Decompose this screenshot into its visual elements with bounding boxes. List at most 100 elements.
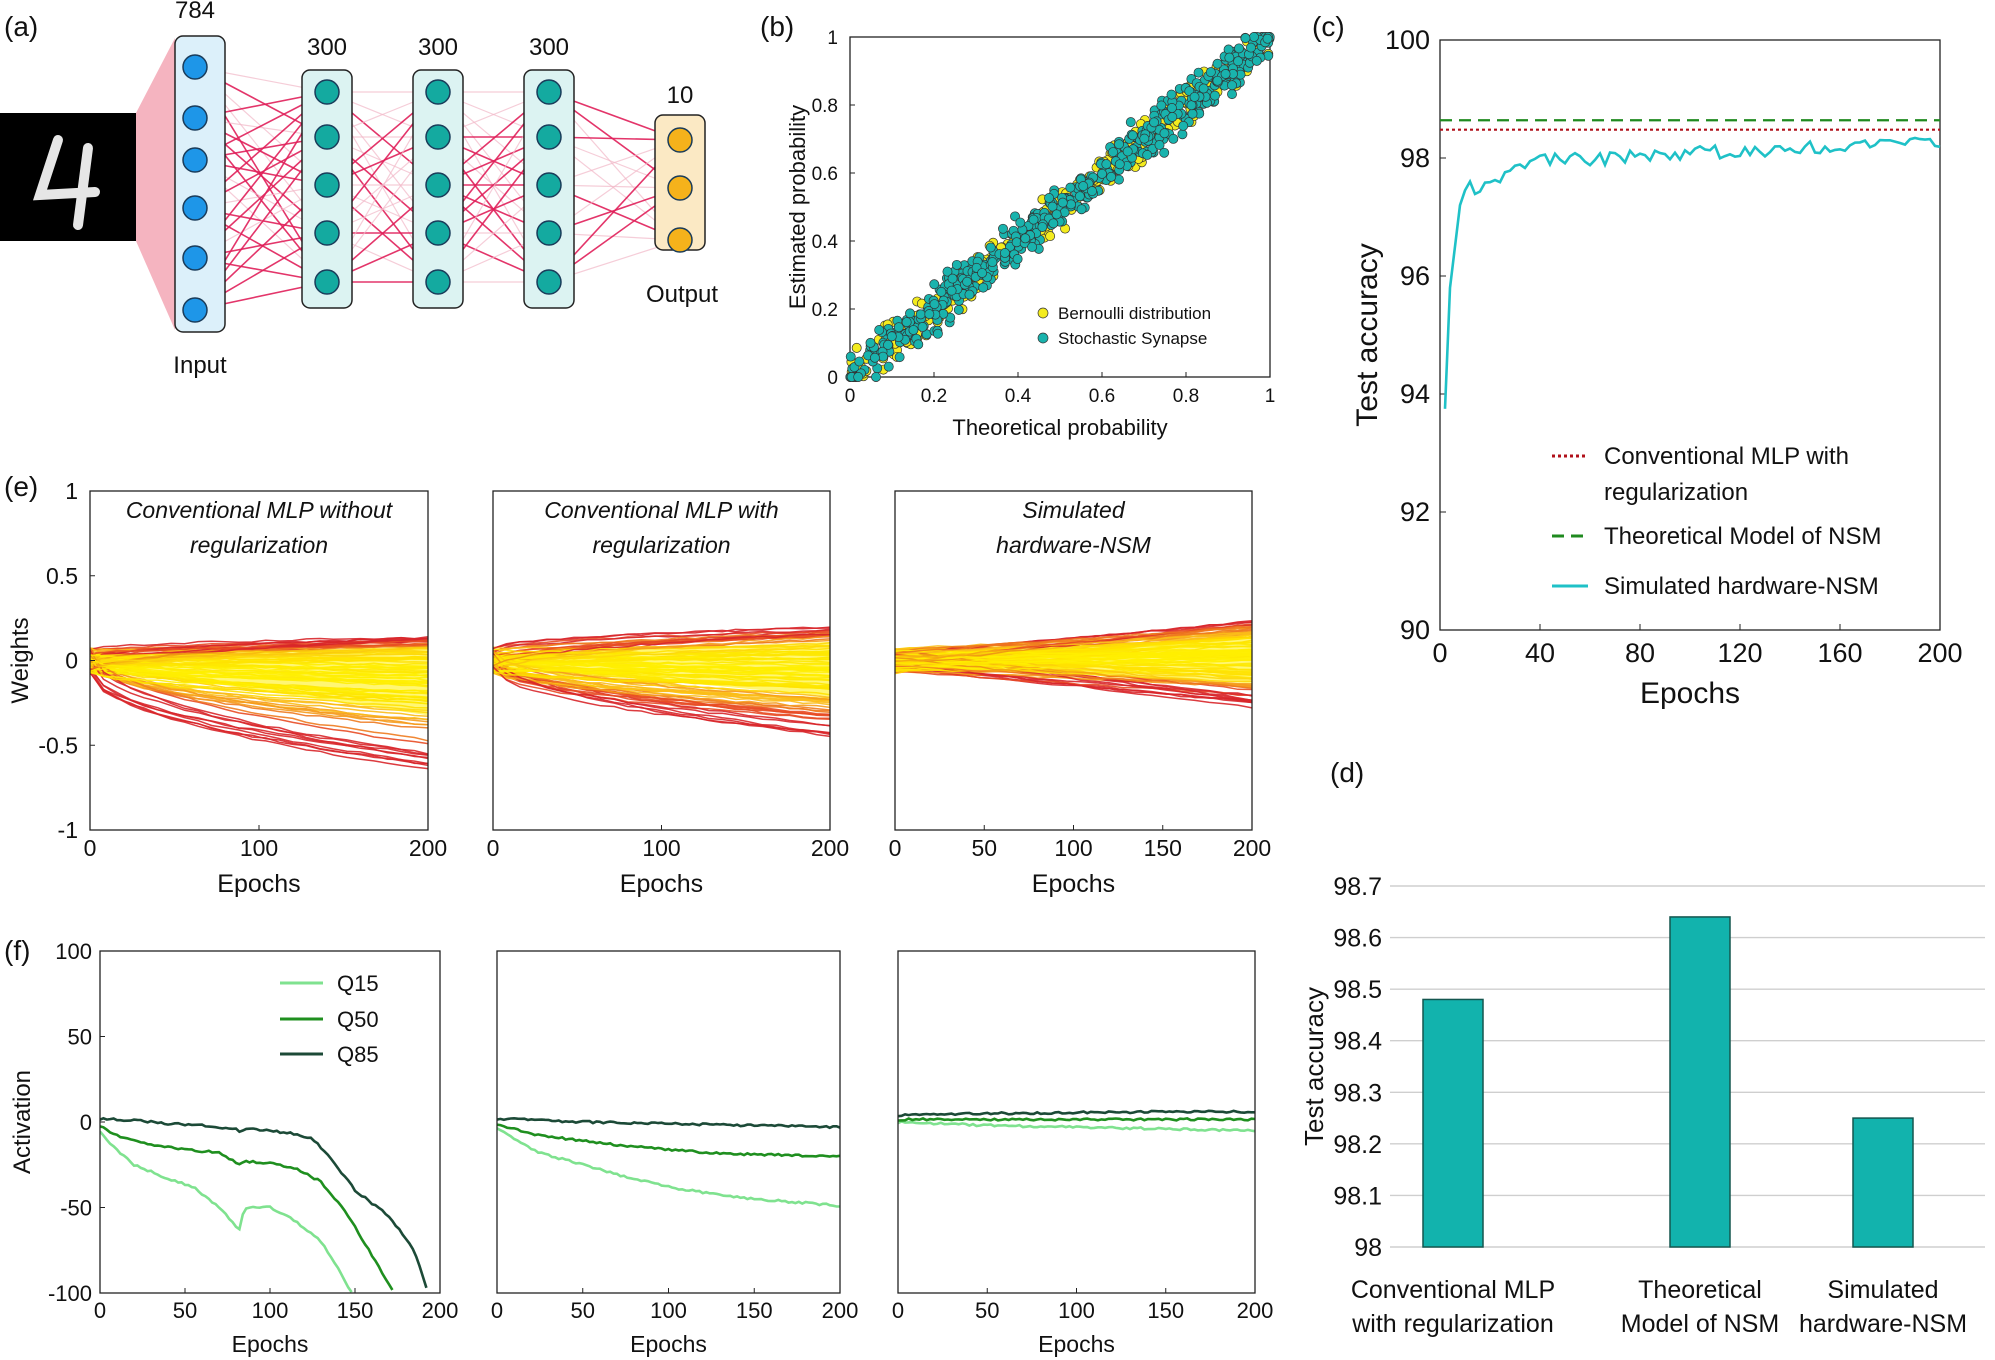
scatter-point [1101,159,1112,170]
title-backdrop [899,497,1248,567]
scatter-point [1066,199,1076,210]
legend-label: Q85 [337,1042,379,1067]
scatter-point [1262,33,1273,44]
y-tick-label: 0 [65,648,78,674]
weights-panel: Conventional MLP without regularization 0 1… [84,490,447,898]
scatter-point [871,372,881,382]
legend-marker [1037,307,1049,319]
layer-size-label: 300 [307,34,347,61]
scatter-point [1249,32,1259,42]
input-label: Input [173,352,227,379]
x-tick-label: 50 [173,1298,197,1323]
accuracy-line-chart: 0 40 80 120 160 200 90 92 94 96 98 100 Epochs Test ac… [1351,25,1963,710]
scatter-point [977,268,988,278]
x-axis-label: Theoretical probability [952,415,1167,440]
layer-size-label: 784 [175,0,215,24]
x-tick-label: 0.4 [1005,386,1032,407]
panel-label-b: (b) [760,11,794,42]
x-tick-label: 0 [845,386,856,407]
legend-label: Stochastic Synapse [1058,329,1207,348]
scatter-point [1045,231,1056,242]
scatter-point [894,352,905,363]
weight-trace [492,666,831,736]
output-label: Output [646,281,718,308]
scatter-point [901,317,912,328]
panel-title: Simulated [1022,497,1125,523]
scatter-point [987,257,998,268]
accuracy-series-line [1443,136,1941,409]
neuron-node [182,245,208,271]
y-tick-label: 98.5 [1333,976,1382,1004]
neuron-node [425,269,451,295]
activation-panel: 0 50 100 150 200 Epochs [94,950,458,1357]
x-tick-label: 100 [240,835,278,861]
y-tick-label: 1 [65,478,78,504]
y-tick-label: 0.2 [812,300,838,321]
y-axis-label: Activation [9,1070,36,1174]
scatter-point [913,339,924,350]
x-axis-label: Epochs [630,1331,707,1357]
scatter-point [1209,90,1220,101]
y-tick-label: 100 [1385,25,1430,55]
scatter-point [1127,130,1138,141]
scatter-point [905,308,915,319]
x-axis-label: Epochs [1038,1331,1115,1357]
x-tick-label: 80 [1625,638,1655,668]
scatter-point [1240,33,1251,44]
x-axis-label: Epochs [620,870,703,898]
scatter-point [1076,204,1087,215]
scatter-point [964,289,975,300]
neuron-node [314,220,340,246]
neuron-node [182,54,208,80]
y-tick-label: 96 [1400,261,1430,291]
scatter-point [1224,52,1235,63]
x-tick-label: 50 [971,835,997,861]
scatter-point [1048,218,1059,229]
scatter-point [1159,128,1170,139]
plot-frame [496,950,841,1294]
scatter-point [1178,120,1189,131]
scatter-point [998,223,1008,234]
x-tick-label: 0 [889,835,902,861]
scatter-point [1012,253,1023,264]
activation-panel: 0 50 100 150 200 Epochs [892,950,1273,1357]
weight-trace [492,669,831,720]
scatter-point [1020,233,1031,244]
y-tick-label: 98.1 [1333,1182,1382,1210]
title-backdrop [497,497,826,567]
legend-label: Q15 [337,971,379,996]
panel-title: hardware-NSM [996,532,1151,558]
x-tick-label: 200 [811,835,849,861]
category-label: Model of NSM [1621,1310,1779,1338]
weight-trace [492,628,831,653]
bar [1422,998,1484,1248]
x-tick-label: 200 [1233,835,1271,861]
y-tick-label: 100 [55,939,92,964]
scatter-point [917,322,928,332]
neuron-node [667,175,693,201]
scatter-point [1125,117,1136,128]
weight-trace [89,668,429,770]
legend-label: Bernoulli distribution [1058,304,1211,323]
x-tick-label: 0 [487,835,500,861]
scatter-point [942,266,953,277]
x-tick-label: 0 [1432,638,1447,668]
scatter-point [1159,147,1170,158]
scatter-point [946,285,957,296]
scatter-point [1234,43,1244,54]
scatter-point [1114,159,1125,170]
scatter-point [1251,55,1262,66]
weight-trace [89,667,429,759]
scatter-point [1168,133,1179,144]
scatter-point [908,325,919,335]
x-tick-label: 150 [1144,835,1182,861]
weight-trace [894,625,1253,654]
x-tick-label: 150 [1147,1298,1184,1323]
y-tick-label: 98.6 [1333,925,1382,953]
scatter-point [1074,191,1085,202]
x-tick-label: 100 [642,835,680,861]
neuron-node [182,105,208,131]
x-tick-label: 0 [94,1298,106,1323]
scatter-point [1187,108,1198,119]
scatter-point [951,259,962,270]
